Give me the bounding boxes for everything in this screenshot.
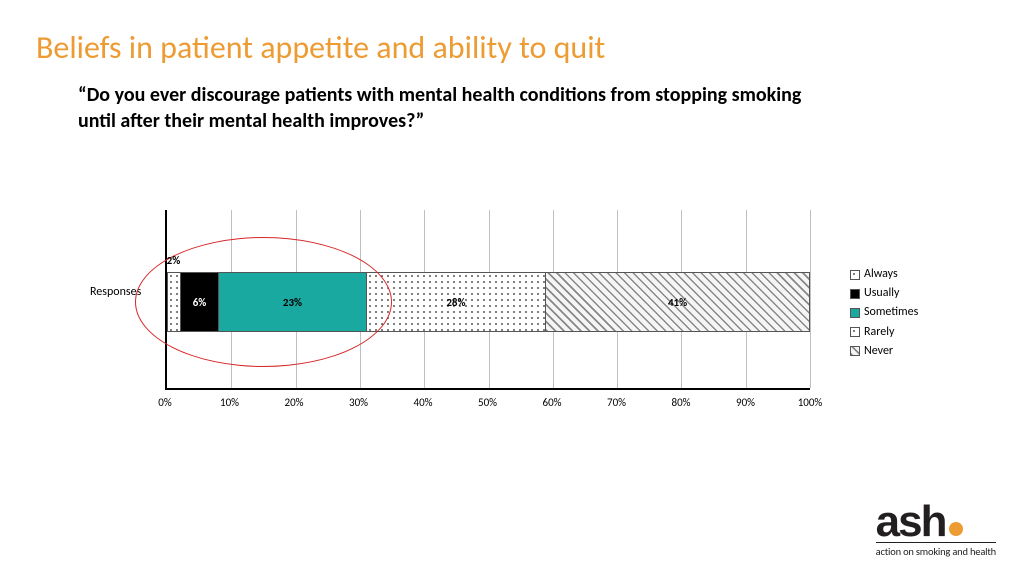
legend-item-never: Never (850, 342, 918, 361)
ash-logo: ash action on smoking and health (876, 502, 996, 558)
bar-segment-always (168, 273, 181, 331)
plot-area: 6%23%28%41% 2% (165, 210, 810, 390)
x-tick: 0% (158, 396, 171, 409)
bar-row: 6%23%28%41% (167, 272, 810, 332)
bar-segment-never: 41% (546, 273, 809, 331)
legend-item-usually: Usually (850, 284, 918, 303)
legend-swatch-icon (850, 270, 860, 280)
bar-segment-rarely: 28% (367, 273, 546, 331)
legend-swatch-icon (850, 289, 860, 299)
legend-swatch-icon (850, 327, 860, 337)
y-axis-label: Responses (90, 285, 141, 299)
bar-label-above: 2% (167, 254, 181, 267)
legend-swatch-icon (850, 308, 860, 318)
legend-swatch-icon (850, 346, 860, 356)
x-tick: 100% (798, 396, 823, 409)
legend: AlwaysUsuallySometimesRarelyNever (850, 265, 918, 361)
logo-text: ash (876, 502, 946, 542)
legend-label: Rarely (864, 323, 894, 342)
bar-segment-usually: 6% (181, 273, 219, 331)
legend-label: Sometimes (864, 303, 918, 322)
legend-item-always: Always (850, 265, 918, 284)
x-tick: 70% (607, 396, 626, 409)
legend-label: Usually (864, 284, 899, 303)
x-tick: 60% (542, 396, 561, 409)
x-tick: 90% (736, 396, 755, 409)
question-text: “Do you ever discourage patients with me… (78, 82, 838, 134)
legend-item-sometimes: Sometimes (850, 303, 918, 322)
x-tick: 80% (671, 396, 690, 409)
stacked-bar-chart: Responses 6%23%28%41% 2% 0% 10% 20% 30% 40% 5… (90, 200, 830, 430)
x-tick: 50% (478, 396, 497, 409)
legend-label: Always (864, 265, 898, 284)
page-title: Beliefs in patient appetite and ability … (36, 28, 605, 67)
legend-label: Never (864, 342, 893, 361)
x-tick: 10% (220, 396, 239, 409)
logo-tagline: action on smoking and health (876, 542, 996, 558)
x-tick: 20% (284, 396, 303, 409)
legend-item-rarely: Rarely (850, 323, 918, 342)
x-axis-ticks: 0%10%20%30%40%50%60%70%80%90%100% (165, 396, 810, 416)
x-tick: 30% (349, 396, 368, 409)
bar-segment-sometimes: 23% (219, 273, 366, 331)
logo-dot-icon (949, 522, 963, 536)
x-tick: 40% (413, 396, 432, 409)
